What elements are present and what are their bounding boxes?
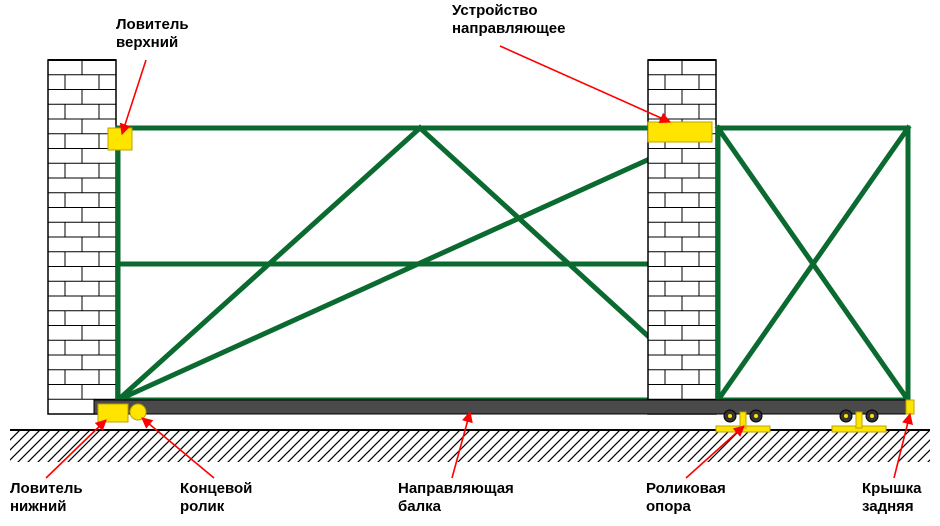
guide-device [648,122,712,142]
label-top-catcher: Ловитель верхний [116,16,189,52]
label-bottom-catcher: Ловитель нижний [10,480,83,516]
arrow-guide_device [500,46,670,122]
roller-support-2 [832,410,886,432]
arrow-top_catcher [122,60,146,134]
label-guide-beam: Направляющая балка [398,480,514,516]
bottom-catcher [98,404,128,422]
rear-cap [906,400,914,414]
label-roller-support: Роликовая опора [646,480,726,516]
gate-frame [118,128,908,400]
top-catcher [108,128,132,150]
sliding-gate-diagram [0,0,940,526]
label-rear-cap: Крышка задняя [862,480,921,516]
guide-beam [94,400,910,414]
roller-support-1 [716,410,770,432]
label-guide-device: Устройство направляющее [452,2,565,38]
label-end-roller: Концевой ролик [180,480,252,516]
gate-tail [718,128,908,400]
end-roller [130,404,146,420]
